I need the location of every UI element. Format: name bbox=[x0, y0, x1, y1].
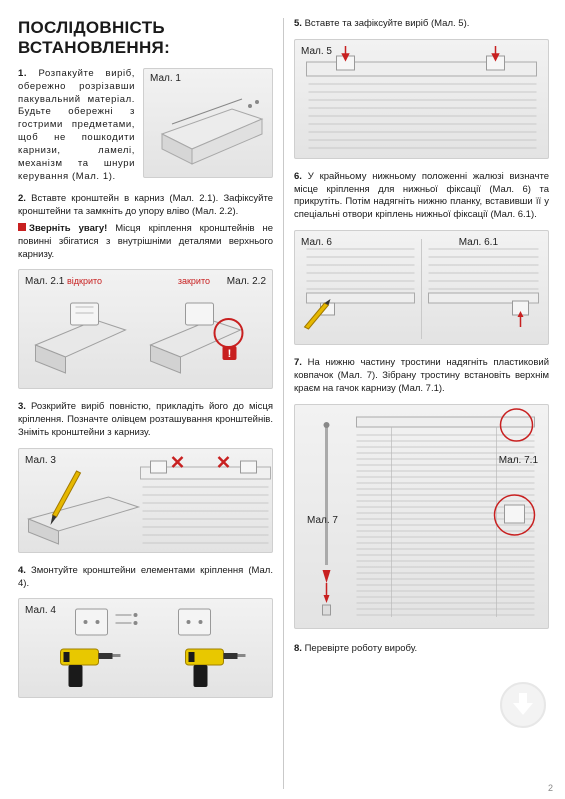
step-1-row: 1. Розпакуйте виріб, обережно розрізавши… bbox=[18, 68, 273, 183]
figure-7: Мал. 7 Мал. 7.1 bbox=[294, 404, 549, 629]
left-column: ПОСЛІДОВНІСТЬ ВСТАНОВЛЕННЯ: 1. Розпакуйт… bbox=[18, 18, 273, 789]
step-4-num: 4. bbox=[18, 565, 26, 576]
step-6-text: 6. У крайньому нижньому положенні жалюзі… bbox=[294, 171, 549, 222]
figure-21-label: Мал. 2.1 bbox=[25, 276, 64, 287]
figure-4-svg bbox=[19, 599, 272, 698]
attention-prefix: Зверніть увагу! bbox=[29, 223, 107, 234]
step-4-body: Змонтуйте кронштейни елементами кріпленн… bbox=[18, 565, 273, 589]
figure-1-label: Мал. 1 bbox=[150, 73, 181, 84]
figure-22-label: Мал. 2.2 bbox=[227, 276, 266, 287]
step-7-body: На нижню частину тростини надягніть плас… bbox=[294, 357, 549, 394]
svg-text:!: ! bbox=[228, 348, 232, 360]
step-6-num: 6. bbox=[294, 171, 302, 182]
main-title: ПОСЛІДОВНІСТЬ ВСТАНОВЛЕННЯ: bbox=[18, 18, 273, 58]
figure-4-label: Мал. 4 bbox=[25, 605, 56, 616]
figure-5-svg bbox=[295, 40, 548, 159]
step-1-num: 1. bbox=[18, 68, 27, 79]
figure-7-label: Мал. 7 bbox=[307, 515, 338, 526]
step-7-num: 7. bbox=[294, 357, 302, 368]
figure-5-label: Мал. 5 bbox=[301, 46, 332, 57]
step-4-text: 4. Змонтуйте кронштейни елементами кріпл… bbox=[18, 565, 273, 591]
figure-61-label: Мал. 6.1 bbox=[459, 237, 498, 248]
step-2-text: 2. Вставте кронштейн в карниз (Мал. 2.1)… bbox=[18, 193, 273, 219]
figure-2-svg: ! bbox=[19, 270, 272, 389]
step-7-text: 7. На нижню частину тростини надягніть п… bbox=[294, 357, 549, 395]
figure-6: Мал. 6 Мал. 6.1 bbox=[294, 230, 549, 345]
attention-icon bbox=[18, 223, 26, 231]
figure-2: Мал. 2.1 відкрито закрито Мал. 2.2 bbox=[18, 269, 273, 389]
step-5-body: Вставте та зафіксуйте виріб (Мал. 5). bbox=[305, 18, 470, 29]
column-divider bbox=[283, 18, 284, 789]
step-3-body: Розкрийте виріб повністю, прикладіть йог… bbox=[18, 401, 273, 438]
right-column: 5. Вставте та зафіксуйте виріб (Мал. 5).… bbox=[294, 18, 549, 789]
page-number: 2 bbox=[548, 783, 553, 793]
figure-5: Мал. 5 bbox=[294, 39, 549, 159]
figure-6-svg bbox=[295, 231, 548, 345]
figure-1: Мал. 1 bbox=[143, 68, 273, 178]
step-1-text: 1. Розпакуйте виріб, обережно розрізавши… bbox=[18, 68, 135, 183]
figure-1-svg bbox=[144, 69, 273, 178]
open-label: відкрито bbox=[67, 276, 102, 286]
step-6-body: У крайньому нижньому положенні жалюзі ви… bbox=[294, 171, 549, 220]
step-5-num: 5. bbox=[294, 18, 302, 29]
figure-3: Мал. 3 bbox=[18, 448, 273, 553]
step-8-text: 8. Перевірте роботу виробу. bbox=[294, 643, 549, 656]
step-3-text: 3. Розкрийте виріб повністю, прикладіть … bbox=[18, 401, 273, 439]
step-8-body: Перевірте роботу виробу. bbox=[305, 643, 418, 654]
step-2-num: 2. bbox=[18, 193, 26, 204]
figure-3-svg bbox=[19, 449, 272, 553]
step-1-body: Розпакуйте виріб, обережно розрізавши па… bbox=[18, 68, 135, 182]
figure-3-label: Мал. 3 bbox=[25, 455, 56, 466]
figure-4: Мал. 4 bbox=[18, 598, 273, 698]
step-3-num: 3. bbox=[18, 401, 26, 412]
step-8-num: 8. bbox=[294, 643, 302, 654]
step-5-text: 5. Вставте та зафіксуйте виріб (Мал. 5). bbox=[294, 18, 549, 31]
figure-71-label: Мал. 7.1 bbox=[499, 455, 538, 466]
step-2-body: Вставте кронштейн в карниз (Мал. 2.1). З… bbox=[18, 193, 273, 217]
closed-label: закрито bbox=[178, 276, 210, 286]
figure-6-label: Мал. 6 bbox=[301, 237, 332, 248]
attention-text: Зверніть увагу! Місця кріплення кронштей… bbox=[18, 223, 273, 261]
